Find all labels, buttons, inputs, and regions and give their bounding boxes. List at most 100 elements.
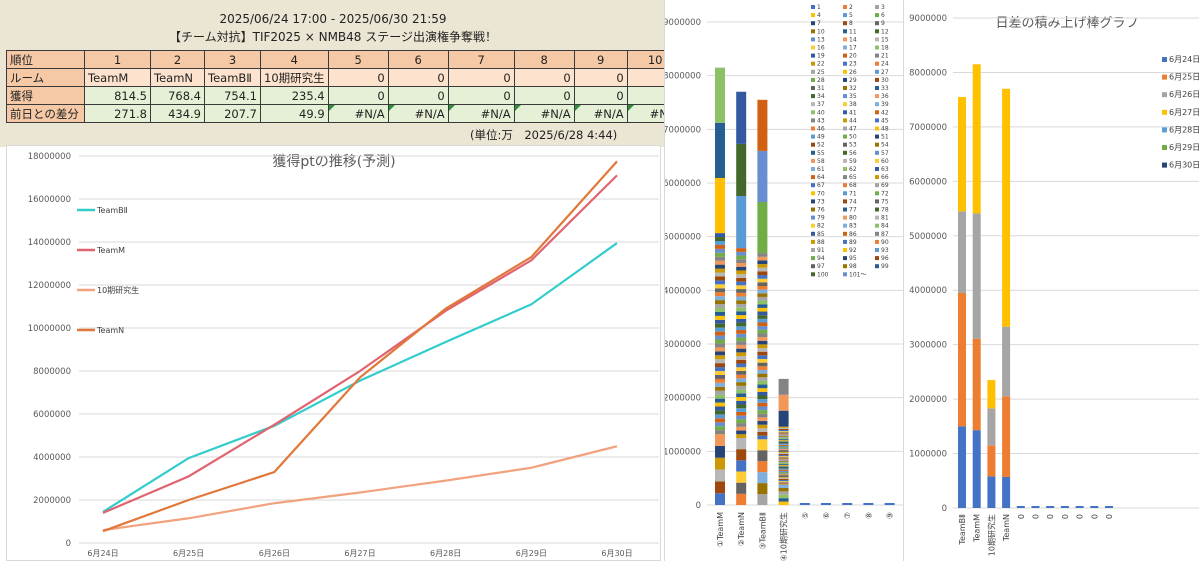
y-tick-label: 2000000 xyxy=(33,496,71,506)
legend-swatch xyxy=(875,207,879,212)
rank-cell[interactable]: 6 xyxy=(387,50,449,69)
legend-swatch xyxy=(875,126,879,131)
legend-swatch xyxy=(811,29,815,34)
legend-swatch xyxy=(875,118,879,123)
bar-segment xyxy=(757,267,768,272)
bar-segment xyxy=(757,271,768,276)
legend-label: 47 xyxy=(849,126,857,133)
bar-segment xyxy=(778,439,789,441)
legend-label: 93 xyxy=(881,247,889,254)
bar-segment xyxy=(778,460,789,462)
bar-segment xyxy=(778,451,789,453)
room-cell[interactable]: 0 xyxy=(387,68,449,87)
diff-cell[interactable]: 271.8 xyxy=(84,104,151,123)
bar-segment xyxy=(715,422,725,427)
bar-segment xyxy=(778,472,789,474)
diff-cell[interactable]: #N/A xyxy=(327,104,389,123)
line-chart-panel[interactable]: 獲得ptの推移(予測) 0 2000000 4000000 6000000 8000000… xyxy=(6,145,661,561)
bar-segment xyxy=(778,444,789,446)
rank-cell[interactable]: 3 xyxy=(204,50,261,69)
got-cell[interactable]: 0 xyxy=(513,86,575,105)
x-tick-label: 0 xyxy=(1105,514,1114,519)
room-cell[interactable]: TeamN xyxy=(150,68,205,87)
legend-label: 62 xyxy=(849,166,857,173)
bar-segment xyxy=(736,270,747,275)
legend-swatch xyxy=(811,183,815,188)
x-tick-label: ⑧ xyxy=(864,512,873,519)
bar-segment xyxy=(757,435,768,440)
rank-cell[interactable]: 8 xyxy=(513,50,575,69)
diff-cell[interactable]: #N/A xyxy=(573,104,628,123)
got-cell[interactable]: 0 xyxy=(573,86,628,105)
rank-cell[interactable]: 4 xyxy=(260,50,329,69)
got-cell[interactable]: 754.1 xyxy=(204,86,261,105)
room-cell[interactable]: 0 xyxy=(573,68,628,87)
bar-segment xyxy=(736,493,747,505)
bar-segment xyxy=(778,494,789,499)
bar-segment xyxy=(1075,506,1084,508)
y-tick-label: 5000000 xyxy=(909,232,947,242)
room-cell[interactable]: 10期研究生 xyxy=(260,68,329,87)
legend-swatch xyxy=(843,110,847,115)
legend-label: 7 xyxy=(817,20,821,27)
legend-label: 5 xyxy=(849,12,853,19)
bar-segment xyxy=(736,419,747,424)
rank-cell[interactable]: 5 xyxy=(327,50,389,69)
bar-segment xyxy=(736,259,747,264)
bar-segment xyxy=(715,284,725,289)
room-cell[interactable]: 0 xyxy=(513,68,575,87)
x-tick-label: TeamM xyxy=(973,514,982,543)
room-cell[interactable]: 0 xyxy=(447,68,515,87)
series-line-1 xyxy=(102,174,618,514)
bar-segment xyxy=(715,430,725,435)
diff-cell[interactable]: #N/A xyxy=(387,104,449,123)
got-cell[interactable]: 0 xyxy=(387,86,449,105)
room-cell[interactable]: TeamBⅡ xyxy=(204,68,261,87)
legend-swatch xyxy=(843,175,847,180)
bar-segment xyxy=(757,380,768,385)
rank-cell[interactable]: 2 xyxy=(150,50,205,69)
diff-cell[interactable]: 434.9 xyxy=(150,104,205,123)
bar-segment xyxy=(736,330,747,334)
legend-swatch xyxy=(843,126,847,131)
stacked-bar-chart-panel[interactable]: 0 1000000 2000000 3000000 4000000 5000000 6000… xyxy=(664,0,904,561)
bar-segment xyxy=(778,478,789,481)
bar-segment xyxy=(715,363,725,368)
diff-cell[interactable]: #N/A xyxy=(513,104,575,123)
rank-cell[interactable]: 1 xyxy=(84,50,151,69)
legend-label: 66 xyxy=(881,174,889,181)
legend-swatch xyxy=(875,37,879,42)
rank-cell[interactable]: 7 xyxy=(447,50,515,69)
bar-segment-3 xyxy=(987,380,996,409)
got-cell[interactable]: 0 xyxy=(447,86,515,105)
legend-swatch xyxy=(843,272,847,277)
bar-segment xyxy=(778,441,789,443)
rank-cell[interactable]: 9 xyxy=(573,50,628,69)
bar-segment xyxy=(757,307,768,312)
bar-segment xyxy=(715,426,725,431)
legend-swatch xyxy=(811,5,815,9)
diff-cell[interactable]: #N/A xyxy=(447,104,515,123)
got-cell[interactable]: 814.5 xyxy=(84,86,151,105)
legend-label: 33 xyxy=(881,85,889,92)
room-cell[interactable]: TeamM xyxy=(84,68,151,87)
room-cell[interactable]: 0 xyxy=(327,68,389,87)
daily-stacked-chart-panel[interactable]: 日差の積み上げ棒グラフ 0 1000000 2000000 3000000 4000000… xyxy=(905,0,1199,561)
legend-swatch xyxy=(843,215,847,220)
legend-swatch xyxy=(843,21,847,26)
bar-segment xyxy=(757,318,768,323)
legend-label: 83 xyxy=(849,223,857,230)
legend-swatch xyxy=(875,158,879,163)
got-cell[interactable]: 235.4 xyxy=(260,86,329,105)
diff-cell[interactable]: 49.9 xyxy=(260,104,329,123)
legend-label: 79 xyxy=(817,215,825,222)
bar-segment xyxy=(715,276,725,281)
y-tick-label: 8000000 xyxy=(909,68,947,78)
bar-segment xyxy=(715,367,725,372)
diff-cell[interactable]: 207.7 xyxy=(204,104,261,123)
legend-label: 23 xyxy=(849,61,857,68)
got-cell[interactable]: 768.4 xyxy=(150,86,205,105)
legend-label: 21 xyxy=(881,53,889,60)
got-cell[interactable]: 0 xyxy=(327,86,389,105)
legend-label: 34 xyxy=(817,93,825,100)
